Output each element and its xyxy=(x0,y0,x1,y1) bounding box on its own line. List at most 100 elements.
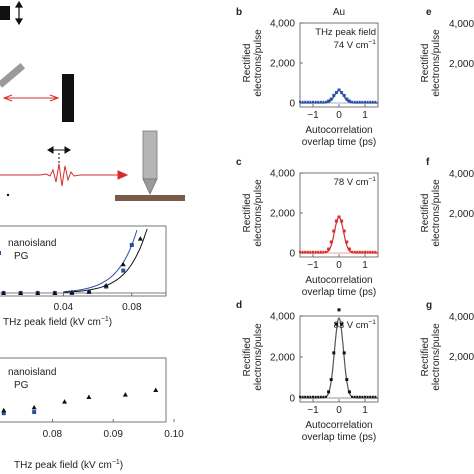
data-point xyxy=(309,395,312,398)
data-point xyxy=(347,247,351,251)
data-point xyxy=(369,395,372,398)
data-point xyxy=(317,250,320,253)
data-point xyxy=(325,250,327,253)
x-axis-label: overlap time (ps) xyxy=(302,287,376,298)
data-point-nanoisland xyxy=(103,282,109,288)
panel-e: e Rectifiedelectrons/pulse 4,000 2,000 xyxy=(420,7,474,97)
y-tick-label: 4,000 xyxy=(449,19,474,30)
fit-curve xyxy=(300,216,378,254)
data-point xyxy=(366,395,369,398)
y-tick-label: 0 xyxy=(289,249,295,260)
data-point xyxy=(317,100,320,103)
y-axis-label: Rectifiedelectrons/pulse xyxy=(420,179,442,247)
data-point xyxy=(299,395,301,398)
field-value: 74 V cm−1 xyxy=(334,39,377,51)
panel-c: c 0 2,000 4,000 −1 0 1 Rectifiedelectrons/pulse… xyxy=(236,157,379,298)
data-point xyxy=(314,250,317,253)
data-point xyxy=(353,250,356,253)
data-point xyxy=(374,100,377,103)
panel-label: f xyxy=(426,157,430,168)
plot-frame xyxy=(0,225,167,297)
y-axis-label: Rectifiedelectrons/pulse xyxy=(420,29,442,97)
y-axis-label: Rectifiedelectrons/pulse xyxy=(242,323,264,391)
y-axis-label: Rectifiedelectrons/pulse xyxy=(242,179,264,247)
data-point xyxy=(342,93,346,97)
legend-label-nanoisland: nanoisland xyxy=(8,367,56,378)
panel-g: g Rectifiedelectrons/pulse 4,000 2,000 xyxy=(420,300,474,391)
legend-label-pg: PG xyxy=(14,251,29,262)
panel-b: b Au 0 2,000 4,000 −1 0 1 Rectifiedelectrons/pul… xyxy=(236,7,379,148)
data-point xyxy=(329,97,333,101)
data-point-nanoisland xyxy=(137,236,143,241)
autocorrelation-panels: b Au 0 2,000 4,000 −1 0 1 Rectifiedelectrons/pul… xyxy=(236,7,379,443)
data-point xyxy=(329,240,333,244)
data-point xyxy=(342,229,346,233)
data-point xyxy=(347,99,351,103)
data-point xyxy=(312,100,314,103)
data-point-pg xyxy=(121,268,126,273)
sample-substrate xyxy=(115,195,185,201)
plot-left-top: 0.04 0.08 nanoisland PG THz peak field (kV c… xyxy=(0,225,167,328)
x-tick-label: −1 xyxy=(307,110,319,121)
data-point xyxy=(340,91,344,95)
x-tick-label: 1 xyxy=(362,405,368,416)
x-tick-label: 0.08 xyxy=(43,429,63,440)
y-tick-label: 4,000 xyxy=(270,19,295,30)
vertical-arrow-icon xyxy=(14,0,24,26)
data-point-pg xyxy=(32,410,37,415)
y-tick-label: 2,000 xyxy=(449,352,474,363)
data-point xyxy=(364,250,366,253)
panel-label: e xyxy=(426,7,432,18)
data-point-nanoisland xyxy=(122,392,128,397)
x-axis-label: overlap time (ps) xyxy=(302,432,376,443)
data-point xyxy=(299,100,301,103)
y-tick-label: 2,000 xyxy=(270,353,295,364)
x-tick-label: 0 xyxy=(336,110,342,121)
data-point xyxy=(319,100,322,103)
fit-curve xyxy=(300,317,378,399)
x-tick-label: 0.04 xyxy=(54,302,74,313)
data-point xyxy=(374,395,377,398)
x-tick-label: 0 xyxy=(336,260,342,271)
x-tick-label: 1 xyxy=(362,110,368,121)
panel-d: d 0 2,000 4,000 −1 0 1 Rectifiedelectrons/pulse… xyxy=(236,300,379,443)
legend-marker-pg xyxy=(0,251,1,255)
y-tick-label: 2,000 xyxy=(449,209,474,220)
data-point-nanoisland xyxy=(62,399,68,404)
data-point-nanoisland xyxy=(1,290,7,295)
data-point xyxy=(340,219,344,223)
plot-frame xyxy=(0,357,167,423)
data-point xyxy=(304,250,307,253)
panel-label: g xyxy=(426,300,432,311)
data-point xyxy=(325,395,327,398)
data-point-nanoisland xyxy=(31,404,37,410)
schematic xyxy=(0,0,185,201)
data-point xyxy=(337,88,341,92)
panel-label: d xyxy=(236,300,242,311)
data-point xyxy=(301,250,304,253)
data-point xyxy=(304,395,307,398)
data-point xyxy=(345,378,349,382)
panel-f: f Rectifiedelectrons/pulse 4,000 2,000 xyxy=(420,157,474,247)
stm-tip-body xyxy=(142,130,158,180)
legend-label-pg: PG xyxy=(14,380,29,391)
data-point xyxy=(351,100,353,103)
data-point-nanoisland xyxy=(86,289,92,294)
data-point xyxy=(353,395,356,398)
data-point xyxy=(301,395,304,398)
data-point xyxy=(327,99,331,103)
data-point xyxy=(358,250,361,253)
y-tick-label: 4,000 xyxy=(449,312,474,323)
data-point xyxy=(371,100,374,103)
data-point xyxy=(347,390,351,394)
y-tick-label: 2,000 xyxy=(449,59,474,70)
data-point-pg xyxy=(129,243,134,247)
data-point xyxy=(351,395,353,398)
detector-block xyxy=(0,6,10,20)
x-axis-label: Autocorrelation xyxy=(305,275,372,286)
y-tick-label: 2,000 xyxy=(270,209,295,220)
panel-label: c xyxy=(236,157,242,168)
data-point xyxy=(334,322,338,326)
x-tick-label: 0.08 xyxy=(122,302,142,313)
beam-splitter xyxy=(0,63,26,88)
